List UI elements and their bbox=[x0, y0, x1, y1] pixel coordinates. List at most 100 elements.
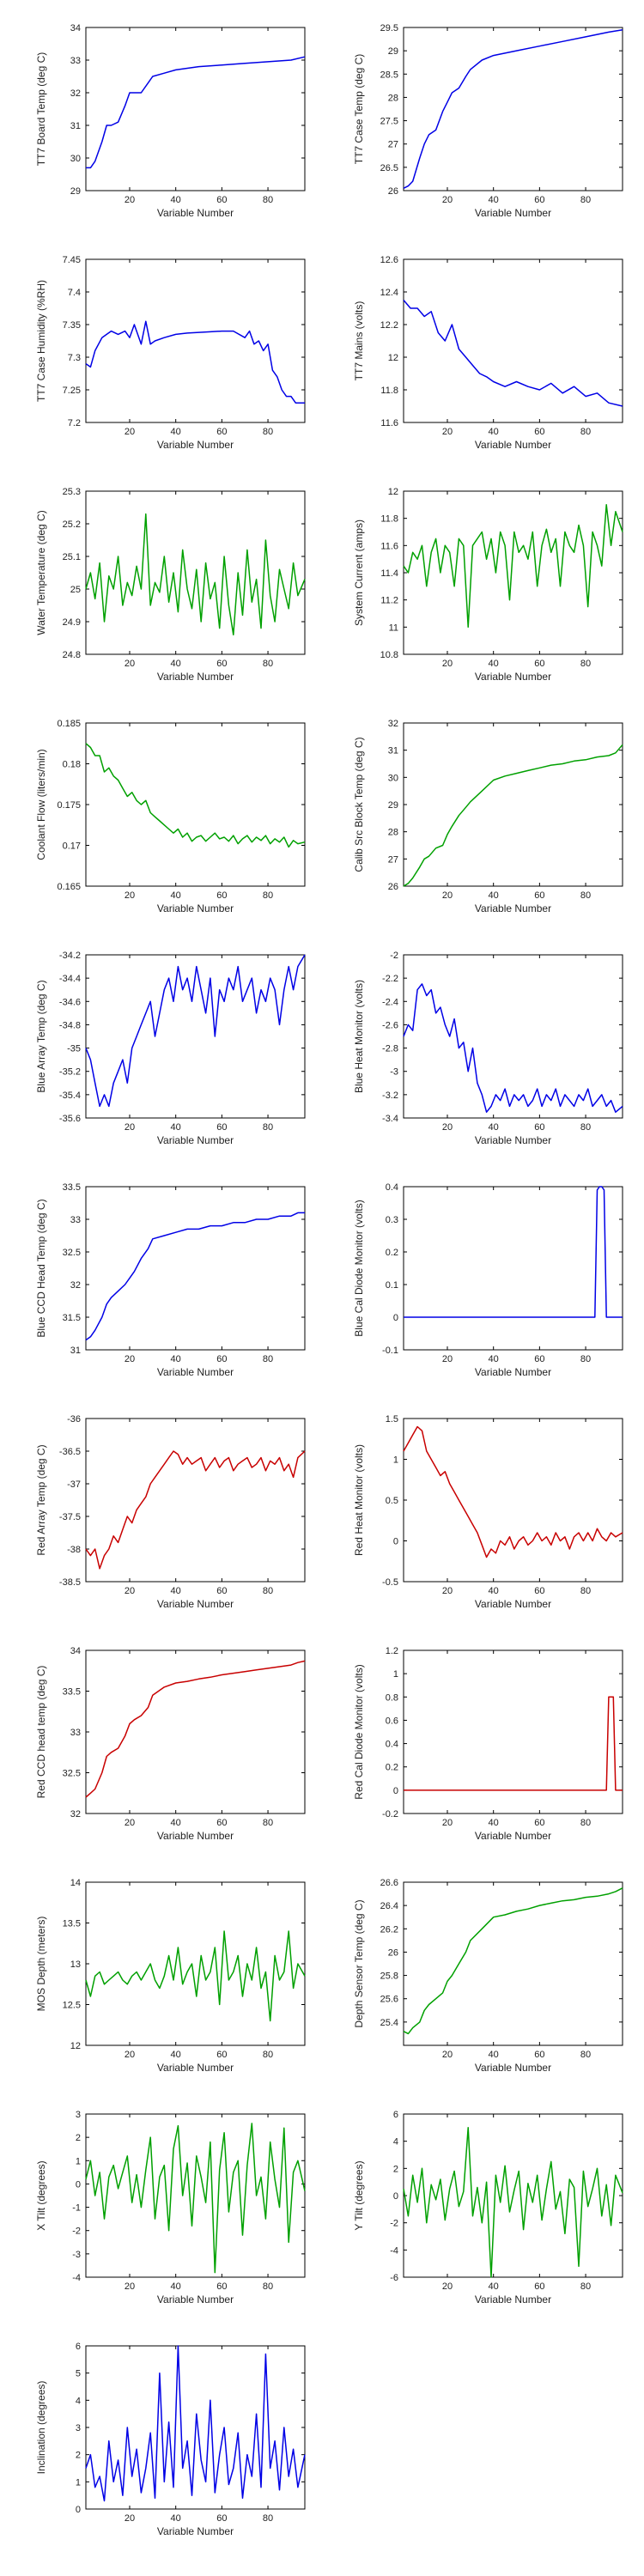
y-tick-label: 1 bbox=[393, 1669, 398, 1680]
y-tick-label: 0.2 bbox=[386, 1248, 398, 1258]
x-axis-label: Variable Number bbox=[157, 2293, 234, 2306]
y-axis-label: Blue Array Temp (deg C) bbox=[35, 980, 47, 1092]
y-tick-label: 25.1 bbox=[63, 552, 81, 562]
x-axis-label: Variable Number bbox=[475, 2062, 551, 2074]
y-tick-label: 26.4 bbox=[380, 1901, 398, 1911]
x-axis-label: Variable Number bbox=[475, 902, 551, 914]
series-line bbox=[85, 743, 306, 848]
x-axis-label: Variable Number bbox=[157, 902, 234, 914]
y-tick-label: 6 bbox=[393, 2110, 398, 2120]
y-tick-label: 26 bbox=[388, 186, 398, 197]
x-tick-label: 40 bbox=[489, 1122, 499, 1133]
plot-frame bbox=[403, 722, 623, 887]
y-tick-label: 29 bbox=[388, 800, 398, 811]
chart-panel: 12 12.5 13 13.5 14 20 40 60 80 Variable Number MOS… bbox=[35, 1878, 306, 2074]
x-tick-label: 60 bbox=[534, 659, 544, 669]
y-tick-label: 32.5 bbox=[63, 1769, 81, 1779]
chart-panel: -38.5 -38 -37.5 -37 -36.5 -36 20 40 60 80 Variable… bbox=[35, 1414, 306, 1610]
x-tick-label: 60 bbox=[534, 427, 544, 437]
x-tick-label: 40 bbox=[171, 2281, 181, 2292]
y-tick-label: 2 bbox=[393, 2164, 398, 2174]
x-tick-label: 60 bbox=[534, 890, 544, 901]
plot-frame bbox=[85, 258, 306, 423]
x-tick-label: 40 bbox=[171, 2050, 181, 2060]
y-axis-label: Calib Src Block Temp (deg C) bbox=[353, 737, 365, 872]
y-tick-label: 29.5 bbox=[380, 23, 398, 33]
plot-frame bbox=[85, 1881, 306, 2046]
y-tick-label: 0 bbox=[76, 2505, 81, 2515]
y-tick-label: 0.8 bbox=[386, 1692, 398, 1703]
x-tick-label: 60 bbox=[216, 195, 227, 205]
y-tick-label: 34 bbox=[70, 23, 81, 33]
y-tick-label: 11.8 bbox=[380, 386, 398, 396]
y-tick-label: 7.3 bbox=[68, 353, 81, 363]
y-tick-label: 6 bbox=[76, 2342, 81, 2352]
x-tick-label: 40 bbox=[171, 659, 181, 669]
x-tick-label: 80 bbox=[263, 2050, 273, 2060]
y-tick-label: 32 bbox=[70, 1280, 81, 1291]
y-tick-label: -3.2 bbox=[382, 1091, 398, 1101]
y-tick-label: -3 bbox=[72, 2250, 81, 2260]
y-tick-label: 26.6 bbox=[380, 1878, 398, 1888]
x-tick-label: 20 bbox=[442, 890, 453, 901]
x-tick-label: 80 bbox=[580, 2281, 591, 2292]
y-tick-label: 4 bbox=[393, 2137, 398, 2148]
y-tick-label: 2 bbox=[76, 2133, 81, 2143]
y-tick-label: -34.4 bbox=[59, 974, 81, 984]
plot-frame bbox=[403, 1186, 623, 1351]
x-axis-label: Variable Number bbox=[157, 439, 234, 451]
x-tick-label: 40 bbox=[489, 2050, 499, 2060]
x-tick-label: 20 bbox=[442, 1818, 453, 1828]
y-tick-label: 13 bbox=[70, 1959, 81, 1970]
plot-frame bbox=[85, 1418, 306, 1583]
y-tick-label: 11 bbox=[389, 623, 398, 633]
y-tick-label: 1.5 bbox=[386, 1414, 398, 1425]
x-tick-label: 80 bbox=[580, 195, 591, 205]
y-tick-label: 24.8 bbox=[63, 650, 81, 660]
x-tick-label: 60 bbox=[216, 890, 227, 901]
y-tick-label: 31 bbox=[388, 746, 398, 756]
plot-frame bbox=[403, 27, 623, 191]
x-tick-label: 20 bbox=[125, 195, 135, 205]
series-line bbox=[85, 1660, 306, 1798]
chart-panel: 11.6 11.8 12 12.2 12.4 12.6 20 40 60 80 Variable N… bbox=[353, 255, 623, 451]
x-tick-label: 80 bbox=[263, 2513, 273, 2524]
plot-frame bbox=[85, 954, 306, 1119]
y-axis-label: Red CCD head temp (deg C) bbox=[35, 1666, 47, 1799]
series-line bbox=[403, 28, 623, 189]
y-tick-label: 28 bbox=[388, 93, 398, 103]
x-tick-label: 60 bbox=[534, 1586, 544, 1596]
y-tick-label: 12.5 bbox=[63, 2001, 81, 2011]
y-tick-label: -4 bbox=[390, 2245, 398, 2256]
x-axis-label: Variable Number bbox=[157, 671, 234, 683]
x-tick-label: 60 bbox=[216, 2050, 227, 2060]
plot-frame bbox=[85, 1186, 306, 1351]
y-tick-label: 0.4 bbox=[386, 1182, 398, 1193]
x-tick-label: 20 bbox=[442, 2050, 453, 2060]
x-tick-label: 20 bbox=[125, 1354, 135, 1364]
y-tick-label: 4 bbox=[76, 2396, 81, 2406]
series-line bbox=[404, 1186, 623, 1318]
y-tick-label: 30 bbox=[388, 773, 398, 783]
y-tick-label: 25.6 bbox=[380, 1995, 398, 2005]
y-tick-label: 0 bbox=[393, 1786, 398, 1796]
y-tick-label: -3.4 bbox=[382, 1114, 398, 1124]
chart-panel: 26 26.5 27 27.5 28 28.5 29 29.5 20 40 60 80 Variable… bbox=[353, 23, 623, 219]
plot-frame bbox=[403, 1649, 623, 1814]
y-tick-label: -2.6 bbox=[382, 1020, 398, 1030]
x-tick-label: 40 bbox=[489, 659, 499, 669]
series-line bbox=[85, 954, 306, 1108]
x-tick-label: 40 bbox=[171, 2513, 181, 2524]
y-tick-label: 31 bbox=[70, 1346, 81, 1356]
y-tick-label: 0.5 bbox=[386, 1496, 398, 1506]
y-tick-label: 25 bbox=[70, 585, 81, 595]
x-tick-label: 20 bbox=[125, 1818, 135, 1828]
y-tick-label: 29 bbox=[388, 46, 398, 57]
y-axis-label: TT7 Mains (volts) bbox=[353, 301, 365, 381]
y-tick-label: 26.2 bbox=[380, 1924, 398, 1935]
x-tick-label: 80 bbox=[263, 1586, 273, 1596]
x-tick-label: 40 bbox=[489, 1818, 499, 1828]
series-line bbox=[85, 1212, 305, 1341]
x-tick-label: 60 bbox=[216, 659, 227, 669]
chart-panel: 29 30 31 32 33 34 20 40 60 80 Variable Number TT7 B… bbox=[35, 23, 306, 219]
